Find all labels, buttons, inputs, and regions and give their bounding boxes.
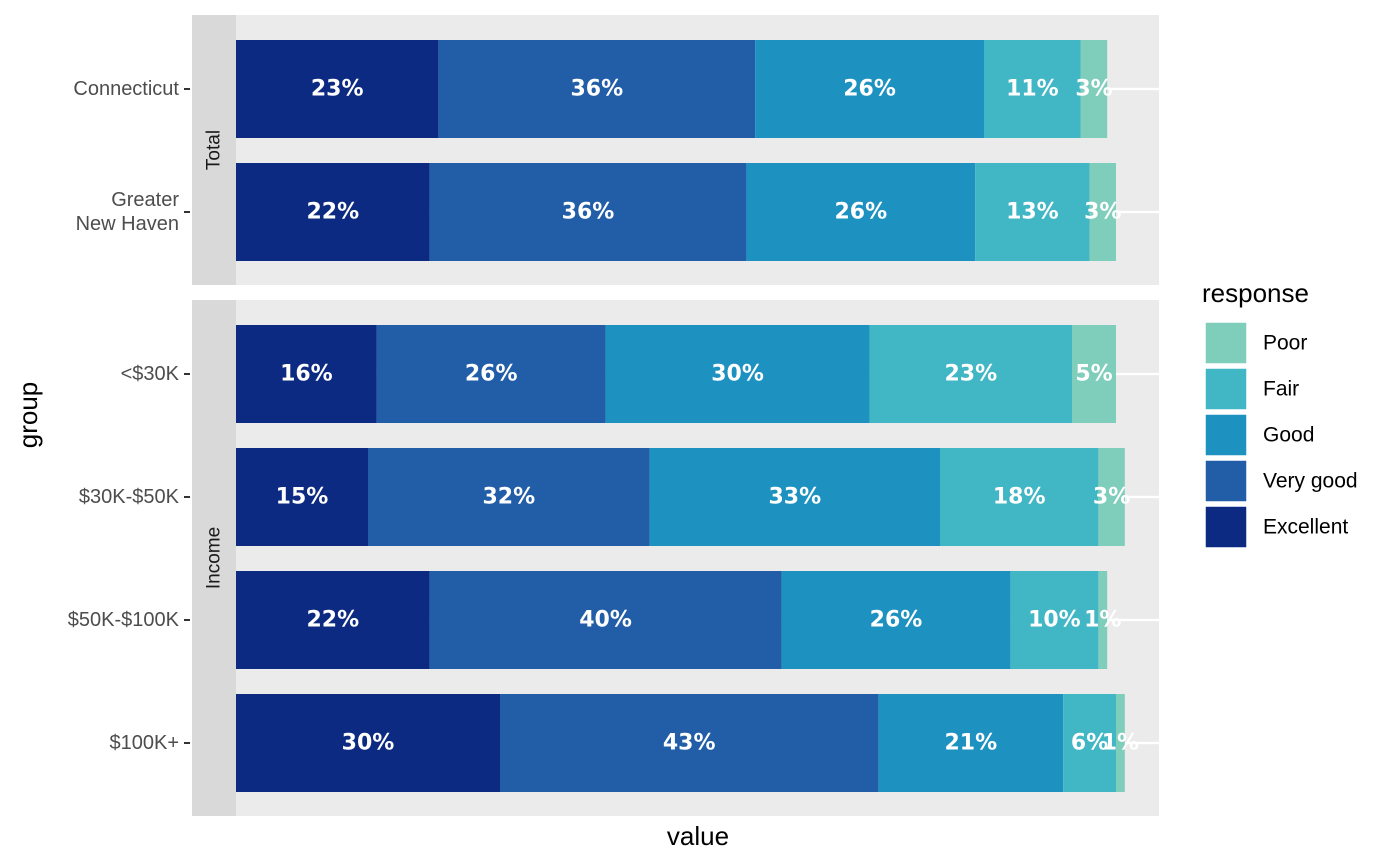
data-label: 40% (579, 608, 632, 633)
data-label: 26% (870, 608, 923, 633)
legend-key (1204, 413, 1248, 457)
data-label: 10% (1028, 608, 1081, 633)
bar-segment-very-good (376, 325, 606, 423)
bar-segment-very-good (368, 448, 650, 546)
bar-group: 23% 36% 26% 11% 3% Connecticut (73, 40, 1159, 138)
data-label: 1% (1084, 608, 1121, 633)
y-tick-label: Greater New Haven (76, 189, 180, 235)
data-label: 3% (1075, 77, 1112, 102)
bar-segment-excellent (236, 163, 430, 261)
legend-label: Very good (1263, 470, 1358, 493)
bar-group: 16% 26% 30% 23% 5% <$30K (121, 325, 1159, 423)
bar-segment-good (746, 163, 976, 261)
bar-segment-poor (1089, 163, 1116, 261)
data-label: 5% (1075, 362, 1112, 387)
y-tick-label: Connecticut (73, 78, 179, 100)
data-label: 11% (1006, 77, 1059, 102)
data-label: 36% (562, 200, 615, 225)
data-label: 30% (342, 731, 395, 756)
legend-item-very-good: Very good (1204, 459, 1358, 503)
y-tick-label: $50K-$100K (68, 609, 180, 631)
facet-strip (192, 15, 236, 285)
legend-label: Good (1263, 424, 1314, 447)
legend-item-excellent: Excellent (1204, 505, 1348, 549)
bar-group: 15% 32% 33% 18% 3% $30K-$50K (79, 448, 1159, 546)
bar-segment-good (605, 325, 870, 423)
bar-segment-excellent (236, 325, 377, 423)
bar-segment-good (878, 694, 1064, 792)
legend-item-fair: Fair (1204, 367, 1299, 411)
bar-segment-excellent (236, 694, 500, 792)
bar-group: 22% 40% 26% 10% 1% $50K-$100K (68, 571, 1159, 669)
x-axis-title: value (667, 821, 729, 851)
bar-segment-fair (984, 40, 1081, 138)
legend-item-poor: Poor (1204, 321, 1307, 365)
bar-group: 30% 43% 21% 6%1% $100K+ (109, 694, 1159, 792)
facet-panel-income: Income 16% 26% 30% 23% 5% <$30K 15% 32% 33% 18% 3% $… (68, 300, 1159, 816)
y-tick-label: $30K-$50K (79, 486, 180, 508)
data-label: 15% (276, 485, 329, 510)
legend-key (1204, 367, 1248, 411)
bar-segment-very-good (438, 40, 756, 138)
facet-strip-label: Income (204, 527, 225, 589)
bar-segment-poor (1072, 325, 1116, 423)
data-label: 16% (280, 362, 333, 387)
bar-segment-excellent (236, 40, 439, 138)
bar-segment-poor (1116, 694, 1125, 792)
data-label: 26% (834, 200, 887, 225)
data-label: 23% (311, 77, 364, 102)
data-label: 18% (993, 485, 1046, 510)
facet-strip-label: Total (204, 130, 225, 170)
data-label: 22% (306, 608, 359, 633)
bar-segment-poor (1098, 571, 1108, 669)
data-label: 26% (843, 77, 896, 102)
data-label: 3% (1084, 200, 1121, 225)
data-label: 13% (1006, 200, 1059, 225)
bar-segment-very-good (429, 163, 747, 261)
bar-segment-fair (1063, 694, 1116, 792)
facet-strip (192, 300, 236, 816)
legend-item-good: Good (1204, 413, 1314, 457)
bar-segment-very-good (429, 571, 782, 669)
legend-key (1204, 321, 1248, 365)
bar-segment-poor (1098, 448, 1125, 546)
bar-segment-good (649, 448, 940, 546)
bar-segment-poor (1080, 40, 1108, 138)
legend-key (1204, 459, 1248, 503)
bar-segment-very-good (500, 694, 879, 792)
bar-segment-good (781, 571, 1011, 669)
facet-panel-total: Total 23% 36% 26% 11% 3% Connecticut 22% 36% 26% 1… (73, 15, 1159, 285)
bar-segment-fair (1010, 571, 1099, 669)
bar-segment-fair (869, 325, 1072, 423)
data-label: 3% (1093, 485, 1130, 510)
bar-segment-good (755, 40, 984, 138)
legend-label: Excellent (1263, 516, 1348, 539)
y-axis-title: group (13, 382, 43, 449)
y-tick-label: <$30K (121, 363, 180, 385)
bar-segment-fair (940, 448, 1099, 546)
data-label: 26% (465, 362, 518, 387)
bar-segment-fair (975, 163, 1090, 261)
data-label: 33% (768, 485, 821, 510)
legend-key (1204, 505, 1248, 549)
y-tick-label: $100K+ (109, 732, 179, 754)
bar-group: 22% 36% 26% 13% 3% Greater New Haven (76, 163, 1159, 261)
data-label: 21% (944, 731, 997, 756)
data-label: 22% (306, 200, 359, 225)
data-label: 32% (482, 485, 535, 510)
legend-label: Poor (1263, 332, 1307, 355)
bar-segment-excellent (236, 448, 368, 546)
data-label: 6% (1071, 731, 1108, 756)
data-label: 43% (663, 731, 716, 756)
legend: response Poor Fair Good Very good Excellent (1202, 278, 1358, 549)
data-label: 36% (570, 77, 623, 102)
data-label: 23% (944, 362, 997, 387)
data-label: 30% (711, 362, 764, 387)
legend-label: Fair (1263, 378, 1299, 401)
data-label: 1% (1102, 731, 1139, 756)
legend-title: response (1202, 278, 1309, 308)
bar-segment-excellent (236, 571, 430, 669)
